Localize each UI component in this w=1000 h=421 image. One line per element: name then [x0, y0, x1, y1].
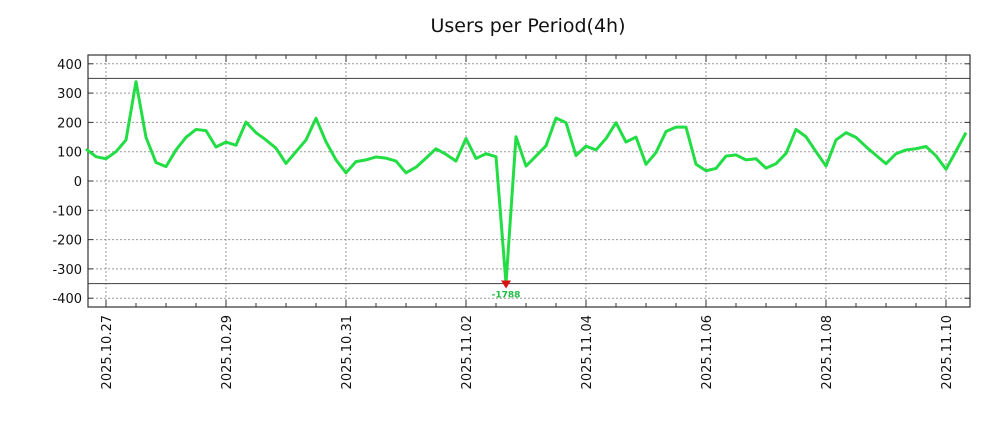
- x-tick-label: 2025.10.29: [220, 315, 235, 389]
- y-tick-label: 200: [57, 116, 82, 131]
- series-line-users: [86, 82, 966, 284]
- grid: [88, 55, 970, 307]
- x-tick-label: 2025.11.04: [580, 315, 595, 389]
- y-tick-label: 300: [57, 87, 82, 102]
- y-tick-label: -100: [52, 204, 82, 219]
- y-tick-label: 400: [57, 58, 82, 73]
- y-tick-label: -300: [52, 263, 82, 278]
- x-tick-label: 2025.10.27: [100, 315, 115, 389]
- y-tick-label: -200: [52, 234, 82, 249]
- x-tick-label: 2025.11.06: [700, 315, 715, 389]
- y-tick-label: 100: [57, 146, 82, 161]
- chart-title: Users per Period(4h): [430, 15, 625, 37]
- x-tick-label: 2025.11.08: [820, 315, 835, 389]
- min-marker-icon: [501, 281, 511, 289]
- x-tick-label: 2025.10.31: [340, 315, 355, 389]
- y-tick-label: 0: [74, 175, 82, 190]
- series: [86, 82, 966, 289]
- x-tick-label: 2025.11.02: [460, 315, 475, 389]
- tick-labels: 400 300 200 100 0 -100 -200 -300 -400 2025.10.27 2…: [52, 58, 955, 390]
- y-tick-label: -400: [52, 292, 82, 307]
- min-value-label: -1788: [492, 291, 521, 301]
- x-tick-label: 2025.11.10: [940, 315, 955, 389]
